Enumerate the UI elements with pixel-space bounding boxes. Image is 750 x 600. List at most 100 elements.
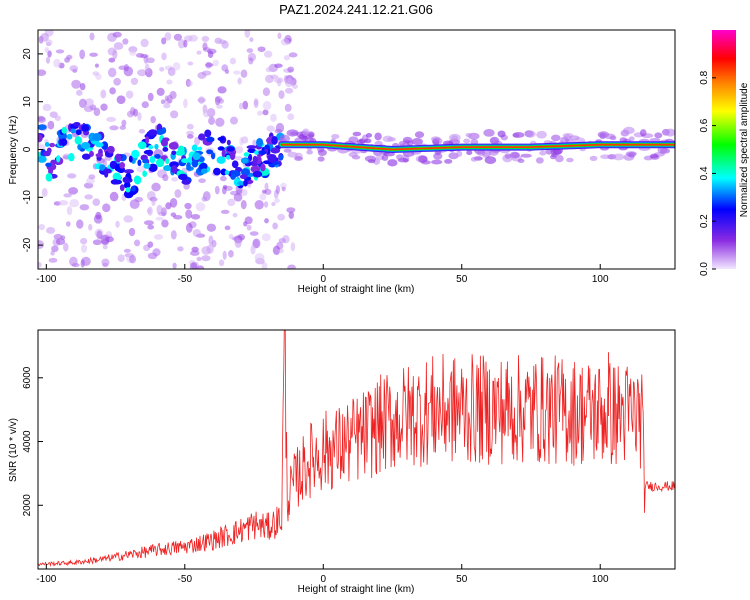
colorbar-gradient [712,30,736,269]
spectrogram-noise-blob [42,103,52,112]
spectrogram-ridge-blob [107,145,115,154]
spectrogram-noise-blob [248,57,254,65]
spectrogram-noise-blob [257,46,266,52]
spectrogram-ridge-blob [81,153,91,160]
spectrogram-halo-blob [398,140,406,147]
spectrogram-halo-blob [550,154,557,160]
spectrogram-noise-blob [50,250,55,256]
spectrogram-noise-blob [283,54,291,61]
spectrogram-noise-blob [151,182,161,192]
spectrogram-halo-blob [628,136,635,142]
spectrogram-ridge-blob [148,163,158,172]
snr-y-label: SNR (10 * v/v) [8,418,19,482]
spectrogram-ridge-blob [77,143,82,151]
spectrogram-noise-blob [146,207,152,214]
spectrogram-ridge-blob [186,162,191,171]
spectrogram-noise-blob [272,245,281,256]
spectrogram-noise-blob [136,165,146,173]
spectrogram-noise-blob [169,197,178,208]
spectrogram-halo-blob [510,152,520,158]
spectrogram-noise-blob [113,42,124,50]
spectrogram-halo-blob [407,140,414,147]
spectrogram-noise-blob [198,96,205,104]
spectrogram-noise-blob [274,198,280,204]
spectrogram-ridge-blob [170,165,178,174]
spectrogram-ridge-blob [278,154,284,161]
spectrogram-noise-blob [201,35,210,43]
spectrogram-noise-blob [194,136,201,146]
colorbar-tick-label: 0.0 [699,262,710,276]
spectrogram-halo-blob [451,135,458,142]
spectrogram-noise-blob [292,83,298,89]
spectrogram-noise-blob [271,201,276,207]
colorbar-tick-label: 0.6 [699,118,710,132]
spectrogram-noise-blob [287,66,295,73]
spectrogram-noise-blob [185,222,193,233]
spectrogram-ridge-blob [154,143,159,150]
spectrogram-halo-blob [365,133,373,138]
spectrogram-noise-blob [196,256,202,262]
spectrogram-ridge-blob [270,147,281,154]
spectrogram-ridge-blob [75,129,82,136]
spectrogram-noise-blob [41,187,48,198]
spectrogram-noise-blob [246,224,252,231]
spectrogram-ridge-blob [45,173,53,182]
spectrogram-noise-blob [117,254,125,262]
spectrogram-noise-blob [238,102,244,110]
spectrogram-y-label: Frequency (Hz) [8,116,19,185]
spectrogram-noise-blob [71,79,81,89]
spectrogram-ridge-blob [70,128,76,134]
spectrogram-ridge-blob [221,149,226,158]
spectrogram-noise-blob [130,77,139,85]
spectrogram-halo-blob [444,158,453,164]
figure-title: PAZ1.2024.241.12.21.G06 [279,2,433,17]
spectrogram-ridge-blob [213,167,221,176]
spectrogram-halo-blob [294,156,304,161]
spectrogram-x-tick-label: 0 [320,274,326,285]
spectrogram-ridge-blob [256,137,264,147]
spectrogram-noise-blob [274,128,283,134]
spectrogram-ridge-blob [260,163,266,172]
spectrogram-noise-blob [246,48,254,53]
spectrogram-noise-blob [122,38,129,45]
spectrogram-noise-blob [252,139,257,147]
spectrogram-noise-blob [53,233,63,240]
spectrogram-halo-blob [639,129,647,137]
spectrogram-halo-blob [382,135,394,143]
spectrogram-noise-blob [262,109,269,116]
spectrogram-noise-blob [187,80,193,87]
spectrogram-noise-blob [190,213,201,220]
spectrogram-ridge-blob [178,173,188,181]
spectrogram-ridge-blob [131,185,136,192]
spectrogram-noise-blob [201,246,211,255]
spectrogram-ridge-blob [143,162,151,169]
spectrogram-halo-blob [649,137,661,143]
spectrogram-noise-blob [278,238,286,244]
spectrogram-noise-blob [58,200,69,206]
spectrogram-ridge-blob [148,129,158,136]
spectrogram-noise-blob [277,213,286,221]
spectrogram-x-tick-label: -50 [178,274,193,285]
spectrogram-ridge-blob [191,159,199,168]
spectrogram-noise-blob [216,104,223,109]
spectrogram-noise-blob [100,89,107,99]
spectrogram-ridge-blob [204,129,212,138]
spectrogram-ridge-blob [240,168,251,176]
snr-panel: -100 -50 0 50 100 2000 4000 6000 Height of str… [8,329,676,595]
spectrogram-ridge-blob [175,150,185,156]
spectrogram-noise-blob [80,237,88,245]
spectrogram-noise-blob [102,244,108,250]
spectrogram-noise-blob [229,57,237,65]
colorbar-tick-label: 0.2 [699,214,710,228]
spectrogram-noise-blob [177,246,184,252]
spectrogram-ridge-blob [74,136,83,145]
spectrogram-x-tick-label: -100 [36,274,56,285]
spectrogram-ridge-blob [46,147,52,154]
spectrogram-ridge-blob [165,158,170,165]
spectrogram-y-tick-label: 20 [22,48,33,60]
spectrogram-ridge-blob [224,170,230,175]
spectrogram-noise-blob [172,262,177,269]
spectrogram-noise-blob [116,95,126,105]
spectrogram-noise-blob [174,189,182,198]
